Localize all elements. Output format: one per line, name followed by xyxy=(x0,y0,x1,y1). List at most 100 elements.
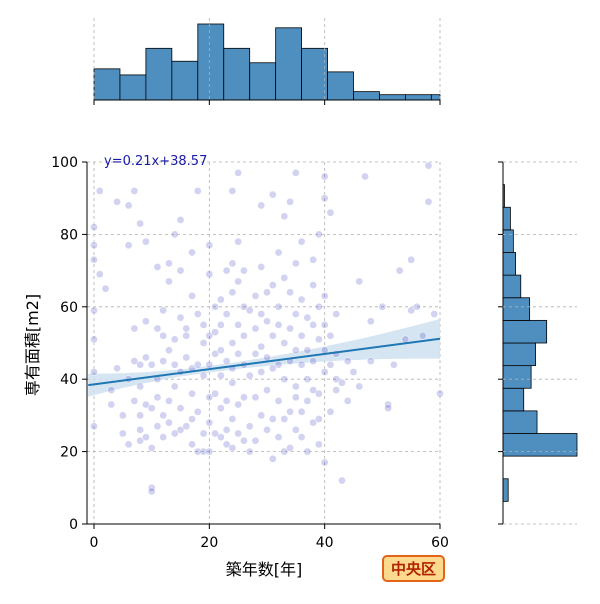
scatter-point xyxy=(182,353,191,362)
scatter-point xyxy=(234,321,243,329)
scatter-point xyxy=(320,172,329,181)
x-tick-label: 20 xyxy=(200,535,218,551)
scatter-point xyxy=(107,400,116,409)
scatter-point xyxy=(274,397,283,405)
scatter-point xyxy=(124,241,133,250)
scatter-point xyxy=(130,357,139,365)
scatter-point xyxy=(90,335,98,344)
scatter-point xyxy=(222,357,231,365)
scatter-point xyxy=(165,346,173,355)
y-axis-label: 専有面積[m2] xyxy=(23,294,42,396)
y-tick-label: 40 xyxy=(60,372,78,388)
top-hist-bar xyxy=(430,94,441,101)
scatter-point xyxy=(228,444,237,452)
scatter-point xyxy=(130,187,139,195)
main-grid xyxy=(87,18,577,525)
right-hist-bar xyxy=(502,319,548,344)
scatter-point xyxy=(361,172,369,181)
x-tick-label: 60 xyxy=(431,535,449,551)
scatter-point xyxy=(326,208,335,217)
scatter-point xyxy=(147,404,156,413)
scatter-point xyxy=(309,386,317,394)
scatter-point xyxy=(234,237,243,246)
regression-line xyxy=(88,337,441,387)
scatter-point xyxy=(291,393,300,402)
scatter-point xyxy=(90,306,98,315)
scatter-point xyxy=(217,433,225,441)
scatter-point xyxy=(286,288,294,297)
y-tick-label: 0 xyxy=(69,517,78,533)
scatter-point xyxy=(113,364,121,373)
scatter-point xyxy=(240,436,248,445)
scatter-point xyxy=(343,357,352,365)
scatter-point xyxy=(147,444,156,452)
scatter-point xyxy=(240,302,248,311)
right-hist-bar xyxy=(502,478,509,502)
scatter-point xyxy=(159,331,168,340)
scatter-point xyxy=(413,302,421,311)
scatter-point xyxy=(165,259,173,268)
scatter-point xyxy=(268,454,277,463)
scatter-point xyxy=(257,310,266,318)
scatter-point xyxy=(228,415,237,423)
scatter-point xyxy=(257,201,266,210)
scatter-point xyxy=(130,324,139,333)
scatter-point xyxy=(263,353,271,362)
scatter-point xyxy=(263,288,271,297)
scatter-point xyxy=(234,429,243,438)
top-hist-bar xyxy=(93,68,121,101)
scatter-point xyxy=(315,230,323,239)
scatter-point xyxy=(320,368,329,376)
scatter-point xyxy=(291,382,300,391)
scatter-point xyxy=(193,187,202,195)
scatter-point xyxy=(142,353,150,362)
scatter-point xyxy=(424,161,433,170)
scatter-point xyxy=(153,324,162,333)
scatter-point xyxy=(130,397,139,405)
scatter-point xyxy=(315,440,323,449)
scatter-point xyxy=(136,219,144,228)
right-hist-bar xyxy=(502,433,578,457)
x-tick-label: 0 xyxy=(90,535,99,551)
scatter-point xyxy=(188,248,196,257)
scatter-point xyxy=(90,241,98,250)
main-axes xyxy=(86,162,440,525)
scatter-point xyxy=(228,378,237,387)
scatter-point xyxy=(274,321,283,329)
scatter-point xyxy=(257,342,266,351)
top-histogram xyxy=(93,23,441,105)
scatter-point xyxy=(303,313,312,322)
scatter-point xyxy=(343,397,352,405)
scatter-point xyxy=(407,255,416,264)
x-axis-label: 築年数[年] xyxy=(226,560,303,579)
scatter-point xyxy=(234,277,243,286)
scatter-point xyxy=(263,386,271,394)
scatter-point xyxy=(297,433,306,441)
top-hist-bar xyxy=(353,91,380,101)
scatter-point xyxy=(153,422,162,431)
scatter-point xyxy=(222,397,231,405)
scatter-point xyxy=(211,429,219,438)
scatter-point xyxy=(170,230,179,239)
scatter-point xyxy=(118,429,127,438)
scatter-point xyxy=(257,263,266,271)
top-hist-bar xyxy=(119,74,147,101)
scatter-point xyxy=(188,415,196,423)
scatter-point xyxy=(205,447,214,456)
scatter-point xyxy=(436,389,444,398)
scatter-point xyxy=(274,302,283,311)
right-hist-bar xyxy=(502,206,511,231)
scatter-point xyxy=(320,321,329,329)
scatter-point xyxy=(217,321,225,329)
scatter-point xyxy=(280,415,289,423)
scatter-point xyxy=(205,270,214,279)
scatter-point xyxy=(274,248,283,257)
scatter-point xyxy=(280,212,289,221)
scatter-point xyxy=(193,360,202,369)
scatter-point xyxy=(136,411,144,420)
scatter-point xyxy=(251,350,260,358)
scatter-point xyxy=(222,266,231,275)
scatter-point xyxy=(338,476,346,485)
scatter-point xyxy=(107,386,116,394)
scatter-point xyxy=(182,331,191,340)
